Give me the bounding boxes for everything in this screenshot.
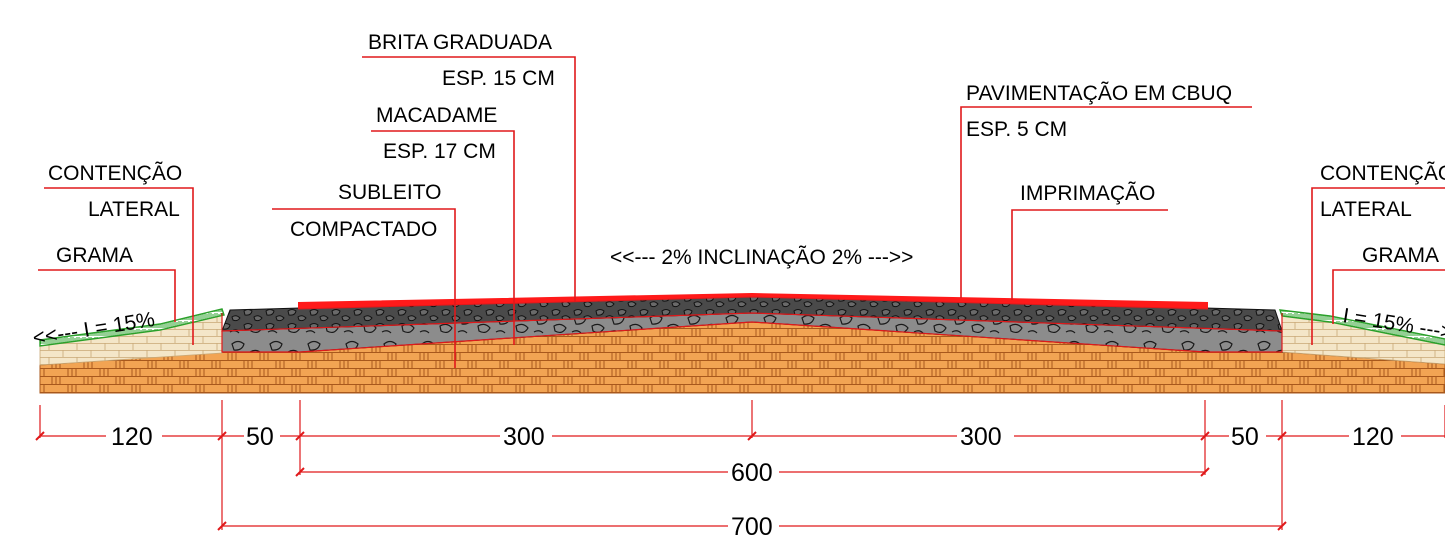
- dim-right-half-lane: 300: [960, 423, 1002, 451]
- subleito-label-line1: SUBLEITO: [338, 181, 441, 204]
- contencao-right-line1: CONTENÇÃO: [1320, 161, 1445, 185]
- imprimacao-line: [297, 296, 1209, 310]
- dim-left-shoulder: 120: [111, 423, 153, 451]
- grass-left: [39, 308, 225, 347]
- cbuq-layer: [298, 293, 1208, 309]
- contencao-left-line2: LATERAL: [88, 198, 180, 221]
- grama-right-label: GRAMA: [1362, 244, 1439, 267]
- layer-boundary-lines: [221, 312, 1283, 353]
- contencao-left-line1: CONTENÇÃO: [48, 161, 182, 185]
- brita-label-line2: ESP. 15 CM: [442, 67, 555, 90]
- dim-paved-width: 600: [731, 459, 773, 487]
- dim-total-width: 700: [731, 513, 773, 536]
- macadame-label-line2: ESP. 17 CM: [383, 140, 496, 163]
- dim-right-shoulder: 120: [1352, 423, 1394, 451]
- inclinacao-label: <<--- 2% INCLINAÇÃO 2% --->>: [610, 245, 913, 269]
- pavement-layers: [39, 293, 1445, 394]
- macadame-label-line1: MACADAME: [376, 104, 497, 127]
- dim-left-half-lane: 300: [503, 423, 545, 451]
- dimension-lines: [35, 400, 1445, 531]
- leader-lines: [38, 56, 1445, 368]
- brita-label-line1: BRITA GRADUADA: [368, 31, 552, 54]
- cbuq-label-line1: PAVIMENTAÇÃO EM CBUQ: [966, 81, 1232, 105]
- contencao-right-line2: LATERAL: [1320, 198, 1412, 221]
- dim-left-containment: 50: [246, 423, 274, 451]
- imprimacao-label: IMPRIMAÇÃO: [1020, 181, 1155, 205]
- grama-left-label: GRAMA: [56, 244, 133, 267]
- subleito-label-line2: COMPACTADO: [290, 218, 437, 241]
- dim-right-containment: 50: [1231, 423, 1259, 451]
- cbuq-label-line2: ESP. 5 CM: [966, 118, 1067, 141]
